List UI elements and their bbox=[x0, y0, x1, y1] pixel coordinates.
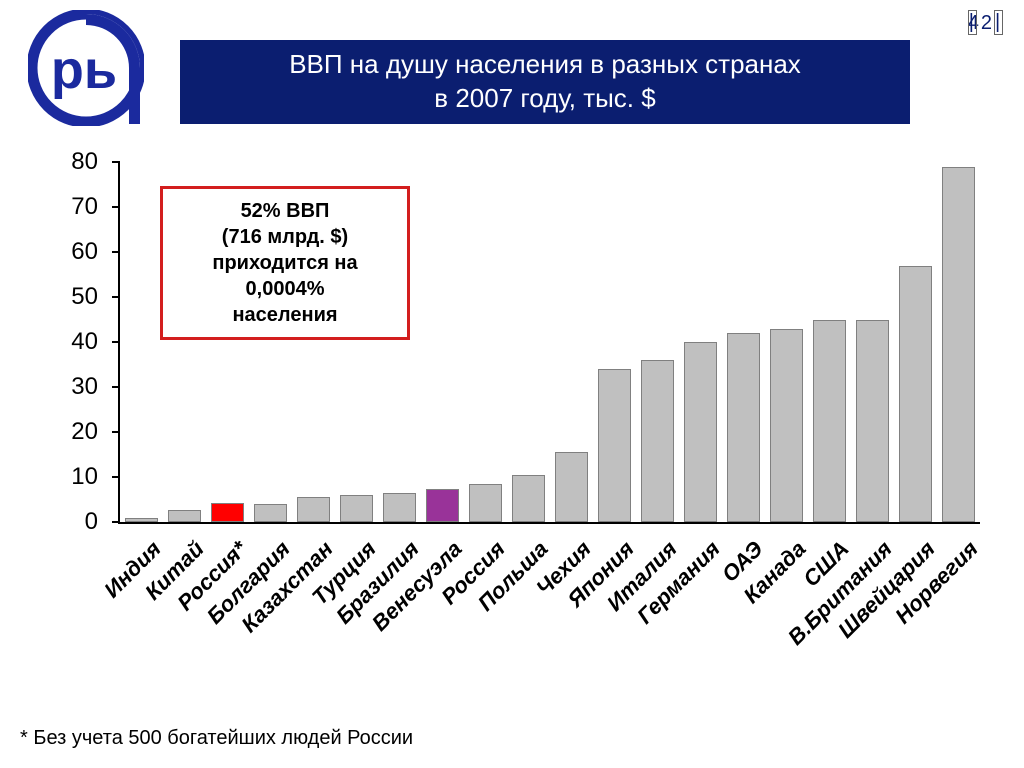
logo: рь bbox=[28, 10, 144, 131]
bar bbox=[297, 497, 331, 522]
bar bbox=[942, 167, 976, 523]
title-line-1: ВВП на душу населения в разных странах bbox=[289, 49, 801, 79]
y-axis-label: 40 bbox=[38, 328, 98, 356]
page-number: | 42 | bbox=[968, 12, 994, 35]
bar bbox=[125, 518, 159, 523]
bar bbox=[684, 342, 718, 522]
bar bbox=[426, 489, 460, 522]
y-tick bbox=[112, 341, 120, 343]
y-tick bbox=[112, 386, 120, 388]
y-axis-label: 0 bbox=[38, 508, 98, 536]
y-tick bbox=[112, 521, 120, 523]
bar bbox=[211, 503, 245, 522]
y-axis-label: 10 bbox=[38, 463, 98, 491]
y-axis-label: 80 bbox=[38, 148, 98, 176]
y-axis-label: 20 bbox=[38, 418, 98, 446]
y-tick bbox=[112, 251, 120, 253]
svg-text:рь: рь bbox=[51, 40, 117, 100]
bar bbox=[383, 493, 417, 522]
slide: рь | 42 | ВВП на душу населения в разных… bbox=[0, 0, 1024, 768]
y-tick bbox=[112, 161, 120, 163]
bar bbox=[168, 510, 202, 522]
y-tick bbox=[112, 296, 120, 298]
y-tick bbox=[112, 476, 120, 478]
y-axis-label: 60 bbox=[38, 238, 98, 266]
page-number-bracket: | bbox=[968, 10, 977, 35]
bar bbox=[899, 266, 933, 523]
bar bbox=[856, 320, 890, 523]
title-line-2: в 2007 году, тыс. $ bbox=[434, 83, 655, 113]
bar bbox=[512, 475, 546, 522]
y-axis-label: 50 bbox=[38, 283, 98, 311]
y-axis-label: 30 bbox=[38, 373, 98, 401]
y-axis-label: 70 bbox=[38, 193, 98, 221]
bar bbox=[770, 329, 804, 523]
footnote: * Без учета 500 богатейших людей России bbox=[20, 727, 413, 750]
slide-title: ВВП на душу населения в разных странах в… bbox=[180, 40, 910, 124]
y-tick bbox=[112, 431, 120, 433]
bar bbox=[555, 452, 589, 522]
y-tick bbox=[112, 206, 120, 208]
bar bbox=[340, 495, 374, 522]
bar bbox=[598, 369, 632, 522]
bar bbox=[641, 360, 675, 522]
callout-box: 52% ВВП(716 млрд. $)приходится на0,0004%… bbox=[160, 186, 410, 340]
callout-text: 52% ВВП(716 млрд. $)приходится на0,0004%… bbox=[212, 198, 357, 328]
bar bbox=[813, 320, 847, 523]
bar bbox=[254, 504, 288, 522]
bar bbox=[727, 333, 761, 522]
bar bbox=[469, 484, 503, 522]
page-number-bracket: | bbox=[994, 10, 1003, 35]
